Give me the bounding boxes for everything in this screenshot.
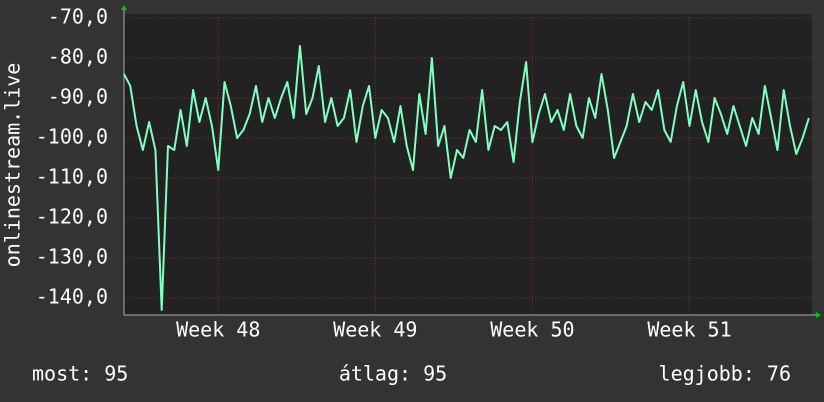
y-tick-label: -100,0 <box>36 125 108 149</box>
y-tick-label: -130,0 <box>36 245 108 269</box>
y-tick-label: -110,0 <box>36 165 108 189</box>
x-tick-label: Week 48 <box>176 318 260 342</box>
plot-area <box>124 14 812 315</box>
y-tick-label: -80,0 <box>48 45 108 69</box>
y-tick-label: -70,0 <box>48 5 108 29</box>
x-tick-label: Week 49 <box>333 318 417 342</box>
footer-stat: most: 95 <box>32 362 128 386</box>
x-tick-label: Week 51 <box>647 318 731 342</box>
y-tick-label: -90,0 <box>48 85 108 109</box>
data-line <box>123 45 810 311</box>
axis-arrow <box>121 5 127 10</box>
footer-stat: legjobb: 76 <box>659 362 791 386</box>
y-tick-label: -140,0 <box>36 285 108 309</box>
y-axis-label: onlinestream.live <box>1 63 25 268</box>
y-tick-label: -120,0 <box>36 205 108 229</box>
footer-stat: átlag: 95 <box>339 362 447 386</box>
x-tick-label: Week 50 <box>490 318 574 342</box>
axis-arrow <box>816 312 821 318</box>
